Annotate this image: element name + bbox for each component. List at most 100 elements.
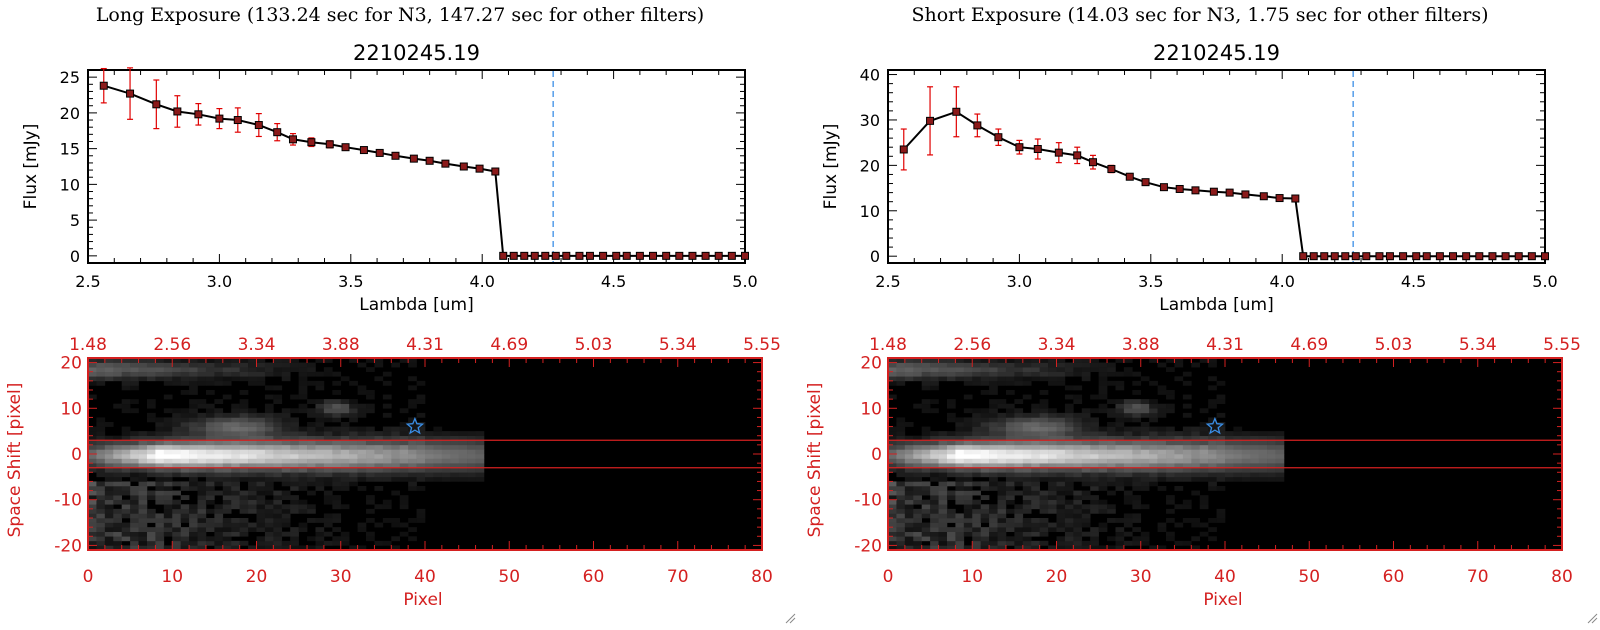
image-pixel <box>1005 518 1015 523</box>
image-pixel <box>121 435 131 441</box>
image-pixel <box>1064 458 1074 464</box>
image-pixel <box>130 408 139 414</box>
image-pixel <box>273 426 283 432</box>
image-pixel <box>963 422 973 427</box>
image-pixel <box>888 536 897 542</box>
flux-point <box>491 167 500 176</box>
image-pixel <box>1123 358 1133 363</box>
image-pixel <box>1140 531 1150 537</box>
image-pixel <box>180 367 190 373</box>
flux-point <box>551 251 560 260</box>
image-pixel <box>1241 431 1251 437</box>
image-pixel <box>1216 463 1226 469</box>
image-pixel <box>1022 422 1032 427</box>
image-pixel <box>391 449 401 455</box>
image-pixel <box>298 486 308 491</box>
image-pixel <box>1064 504 1074 510</box>
image-pixel <box>989 426 998 432</box>
image-pixel <box>130 371 139 377</box>
image-pixel <box>946 481 956 487</box>
image-pixel <box>1081 467 1091 473</box>
image-pixel <box>1267 463 1276 469</box>
image-pixel <box>256 444 266 450</box>
image-pixel <box>205 435 215 441</box>
image-pixel <box>408 518 417 523</box>
image-pixel <box>205 380 215 386</box>
image-pixel <box>374 476 384 482</box>
image-pixel <box>475 431 485 437</box>
image-pixel <box>1031 527 1040 533</box>
resize-grip-icon[interactable] <box>1586 612 1598 624</box>
image-pixel <box>104 527 114 533</box>
image-pixel <box>896 380 906 386</box>
image-pixel <box>1199 358 1209 363</box>
image-pixel <box>938 440 948 446</box>
image-pixel <box>104 490 114 496</box>
image-pixel <box>399 358 409 363</box>
image-pixel <box>172 463 181 469</box>
image-pixel <box>1031 545 1040 551</box>
image-pixel <box>896 486 906 491</box>
image-pixel <box>197 513 207 519</box>
image-pixel <box>222 540 232 546</box>
image-pixel <box>963 463 973 469</box>
image-pixel <box>1182 380 1192 386</box>
image-pixel <box>1267 458 1276 464</box>
image-pixel <box>904 463 914 469</box>
flux-point <box>509 251 518 260</box>
image-pixel <box>997 444 1007 450</box>
image-pixel <box>307 362 316 368</box>
image-pixel <box>997 518 1007 523</box>
image-pixel <box>450 467 460 473</box>
image-pixel <box>1157 412 1167 418</box>
image-pixel <box>189 536 198 542</box>
image-pixel <box>1073 385 1083 391</box>
image-pixel <box>231 403 240 409</box>
image-pixel <box>205 536 215 542</box>
image-pixel <box>121 504 131 510</box>
image-pixel <box>896 417 906 423</box>
image-pixel <box>231 426 240 432</box>
image-pixel <box>1048 508 1057 514</box>
image-pixel <box>340 444 350 450</box>
image-pixel <box>1132 390 1142 395</box>
image-pixel <box>1191 426 1201 432</box>
image-pixel <box>366 403 375 409</box>
image-pixel <box>1115 403 1125 409</box>
image-pixel <box>146 440 156 446</box>
image-pixel <box>1039 412 1049 418</box>
image-pixel <box>231 472 240 478</box>
image-pixel <box>1123 412 1133 418</box>
image-pixel <box>121 371 131 377</box>
image-pixel <box>904 536 914 542</box>
image-pixel <box>458 472 468 478</box>
image-pixel <box>315 476 325 482</box>
image-pixel <box>307 367 316 373</box>
image-pixel <box>391 490 401 496</box>
image-pixel <box>1132 380 1142 386</box>
image-pixel <box>904 358 914 363</box>
image-pixel <box>1039 449 1049 455</box>
image-pixel <box>1090 444 1099 450</box>
image-pixel <box>273 495 283 501</box>
image-pixel <box>205 426 215 432</box>
image-pixel <box>1081 454 1091 459</box>
image-pixel <box>298 458 308 464</box>
image-pixel <box>1022 490 1032 496</box>
image-pixel <box>340 426 350 432</box>
resize-grip-icon[interactable] <box>784 612 796 624</box>
image-pixel <box>197 431 207 437</box>
image-pixel <box>197 499 207 505</box>
image-pixel <box>382 403 392 409</box>
image-pixel <box>1081 545 1091 551</box>
image-pixel <box>1157 454 1167 459</box>
image-pixel <box>1191 472 1201 478</box>
image-pixel <box>222 481 232 487</box>
image-pixel <box>273 458 283 464</box>
image-pixel <box>197 454 207 459</box>
image-pixel <box>930 454 939 459</box>
image-pixel <box>1048 422 1057 427</box>
x-tick-label: 30 <box>1130 567 1152 587</box>
image-pixel <box>1115 371 1125 377</box>
image-pixel <box>955 522 965 528</box>
